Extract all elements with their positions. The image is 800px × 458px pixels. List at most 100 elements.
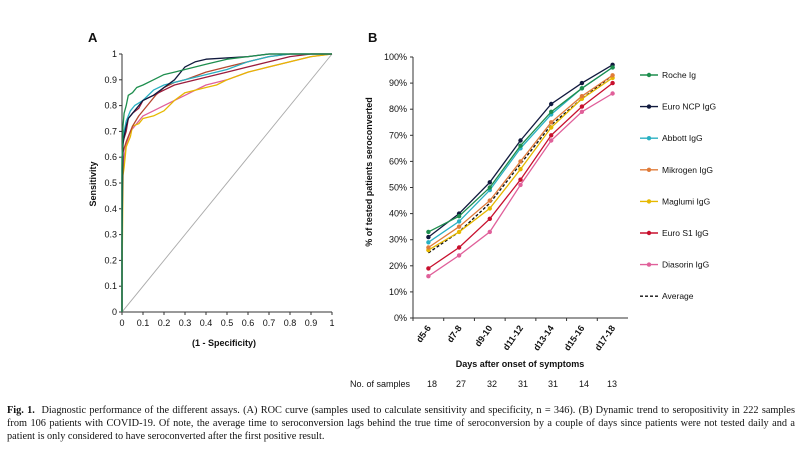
serocon-point bbox=[426, 266, 431, 271]
serocon-point bbox=[487, 216, 492, 221]
serocon-point bbox=[487, 180, 492, 185]
serocon-point bbox=[579, 109, 585, 115]
serocon-ylabel: % of tested patients seroconverted bbox=[364, 97, 374, 247]
serocon-y-tick-label: 100% bbox=[384, 52, 407, 62]
legend-marker bbox=[646, 104, 652, 109]
serocon-x-tick-label: d17-18 bbox=[593, 323, 618, 352]
legend-marker bbox=[646, 72, 652, 78]
serocon-series-line bbox=[428, 82, 613, 269]
serocon-point bbox=[610, 73, 615, 78]
serocon-y-tick-label: 70% bbox=[389, 130, 407, 140]
samples-row: 18 27 32 31 31 14 13 bbox=[427, 379, 617, 389]
figure: A 0 0.1 0.2 0.3 0.4 0.5 0.6 0.7 0.8 0.9 1 0 0.1 0.2 0.… bbox=[88, 30, 716, 389]
serocon-point bbox=[579, 80, 585, 86]
roc-curve bbox=[121, 53, 332, 312]
roc-y-tick-label: 0.6 bbox=[104, 152, 117, 162]
serocon-point bbox=[518, 159, 523, 164]
roc-x-tick-label: 0.9 bbox=[305, 318, 318, 328]
serocon-point bbox=[426, 240, 431, 245]
legend-label: Mikrogen IgG bbox=[662, 165, 713, 175]
legend-label: Maglumi IgG bbox=[662, 196, 710, 206]
serocon-y-tick-label: 10% bbox=[389, 287, 407, 297]
sample-count: 13 bbox=[607, 379, 617, 389]
caption-label: Fig. 1. bbox=[7, 405, 35, 416]
sample-count: 32 bbox=[487, 379, 497, 389]
serocon-series-line bbox=[428, 74, 614, 254]
figure-caption: Fig. 1. Diagnostic performance of the di… bbox=[7, 404, 795, 443]
seroconversion-legend: Roche Ig Euro NCP IgG Abbott IgG Mikrogen I… bbox=[640, 70, 716, 301]
serocon-point bbox=[456, 214, 462, 219]
roc-y-tick-label: 1 bbox=[112, 49, 117, 59]
serocon-point bbox=[610, 65, 615, 70]
serocon-point bbox=[426, 274, 431, 279]
serocon-point bbox=[579, 94, 585, 99]
roc-x-tick-label: 0.3 bbox=[179, 318, 192, 328]
roc-x-tick-label: 0.2 bbox=[158, 318, 171, 328]
legend-label: Diasorin IgG bbox=[662, 260, 709, 270]
legend-label: Euro S1 IgG bbox=[662, 228, 709, 238]
roc-ylabel: Sensitivity bbox=[88, 161, 98, 206]
roc-y-tick-label: 0.4 bbox=[104, 204, 117, 214]
roc-x-tick-label: 0.6 bbox=[242, 318, 255, 328]
legend-marker bbox=[646, 167, 652, 172]
legend-marker bbox=[646, 199, 652, 204]
serocon-x-tick-label: d7-8 bbox=[445, 323, 464, 344]
roc-curve bbox=[121, 53, 332, 312]
serocon-point bbox=[549, 101, 554, 107]
serocon-point bbox=[456, 219, 462, 224]
legend-marker bbox=[646, 230, 652, 236]
roc-x-tick-label: 0.7 bbox=[263, 318, 276, 328]
roc-x-tick-label: 1 bbox=[329, 318, 334, 328]
serocon-point bbox=[426, 234, 431, 240]
roc-curve bbox=[121, 53, 333, 312]
roc-y-tick-label: 0.7 bbox=[104, 126, 117, 136]
roc-y-tick-label: 0.8 bbox=[104, 101, 117, 111]
serocon-point bbox=[456, 224, 462, 229]
serocon-point bbox=[579, 104, 585, 109]
serocon-point bbox=[549, 120, 554, 125]
legend-label: Euro NCP IgG bbox=[662, 102, 716, 112]
legend-label: Average bbox=[662, 291, 694, 301]
sample-count: 18 bbox=[427, 379, 437, 389]
seroconversion-chart: 0% 10% 20% 30% 40% 50% 60% 70% 80% 90% 100% d5-6 d7-… bbox=[384, 52, 628, 353]
roc-y-tick-label: 0.5 bbox=[104, 178, 117, 188]
serocon-point bbox=[456, 253, 462, 258]
serocon-point bbox=[610, 91, 615, 96]
roc-curve bbox=[121, 53, 332, 312]
serocon-point bbox=[579, 86, 585, 91]
serocon-point bbox=[487, 185, 492, 190]
serocon-point bbox=[487, 198, 492, 203]
sample-count: 27 bbox=[456, 379, 466, 389]
sample-count: 31 bbox=[518, 379, 528, 389]
serocon-point bbox=[518, 182, 523, 188]
roc-y-tick-label: 0.1 bbox=[104, 281, 117, 291]
serocon-point bbox=[518, 167, 523, 172]
serocon-y-tick-label: 0% bbox=[394, 313, 407, 323]
serocon-y-tick-label: 40% bbox=[389, 209, 407, 219]
serocon-point bbox=[549, 138, 554, 143]
serocon-y-tick-label: 90% bbox=[389, 78, 407, 88]
roc-x-tick-label: 0.1 bbox=[137, 318, 150, 328]
serocon-x-tick-label: d15-16 bbox=[562, 323, 587, 352]
serocon-point bbox=[456, 245, 462, 250]
legend-marker bbox=[646, 136, 652, 141]
samples-label: No. of samples bbox=[350, 379, 411, 389]
serocon-y-tick-label: 50% bbox=[389, 183, 407, 193]
serocon-point bbox=[426, 229, 431, 235]
panel-a-letter: A bbox=[88, 30, 98, 45]
serocon-x-tick-label: d13-14 bbox=[531, 323, 556, 352]
serocon-x-tick-label: d5-6 bbox=[414, 323, 433, 344]
serocon-x-tick-label: d9-10 bbox=[473, 323, 495, 348]
serocon-point bbox=[549, 125, 554, 130]
roc-y-tick-label: 0.3 bbox=[104, 230, 117, 240]
roc-xlabel: (1 - Specificity) bbox=[192, 338, 256, 348]
caption-text: Diagnostic performance of the different … bbox=[7, 405, 795, 442]
serocon-y-tick-label: 30% bbox=[389, 235, 407, 245]
roc-x-tick-label: 0.5 bbox=[221, 318, 234, 328]
legend-marker bbox=[646, 262, 652, 267]
serocon-point bbox=[518, 143, 523, 148]
serocon-point bbox=[487, 229, 492, 235]
roc-y-tick-label: 0.2 bbox=[104, 255, 117, 265]
panel-b-letter: B bbox=[368, 30, 377, 45]
roc-curve bbox=[121, 53, 333, 313]
